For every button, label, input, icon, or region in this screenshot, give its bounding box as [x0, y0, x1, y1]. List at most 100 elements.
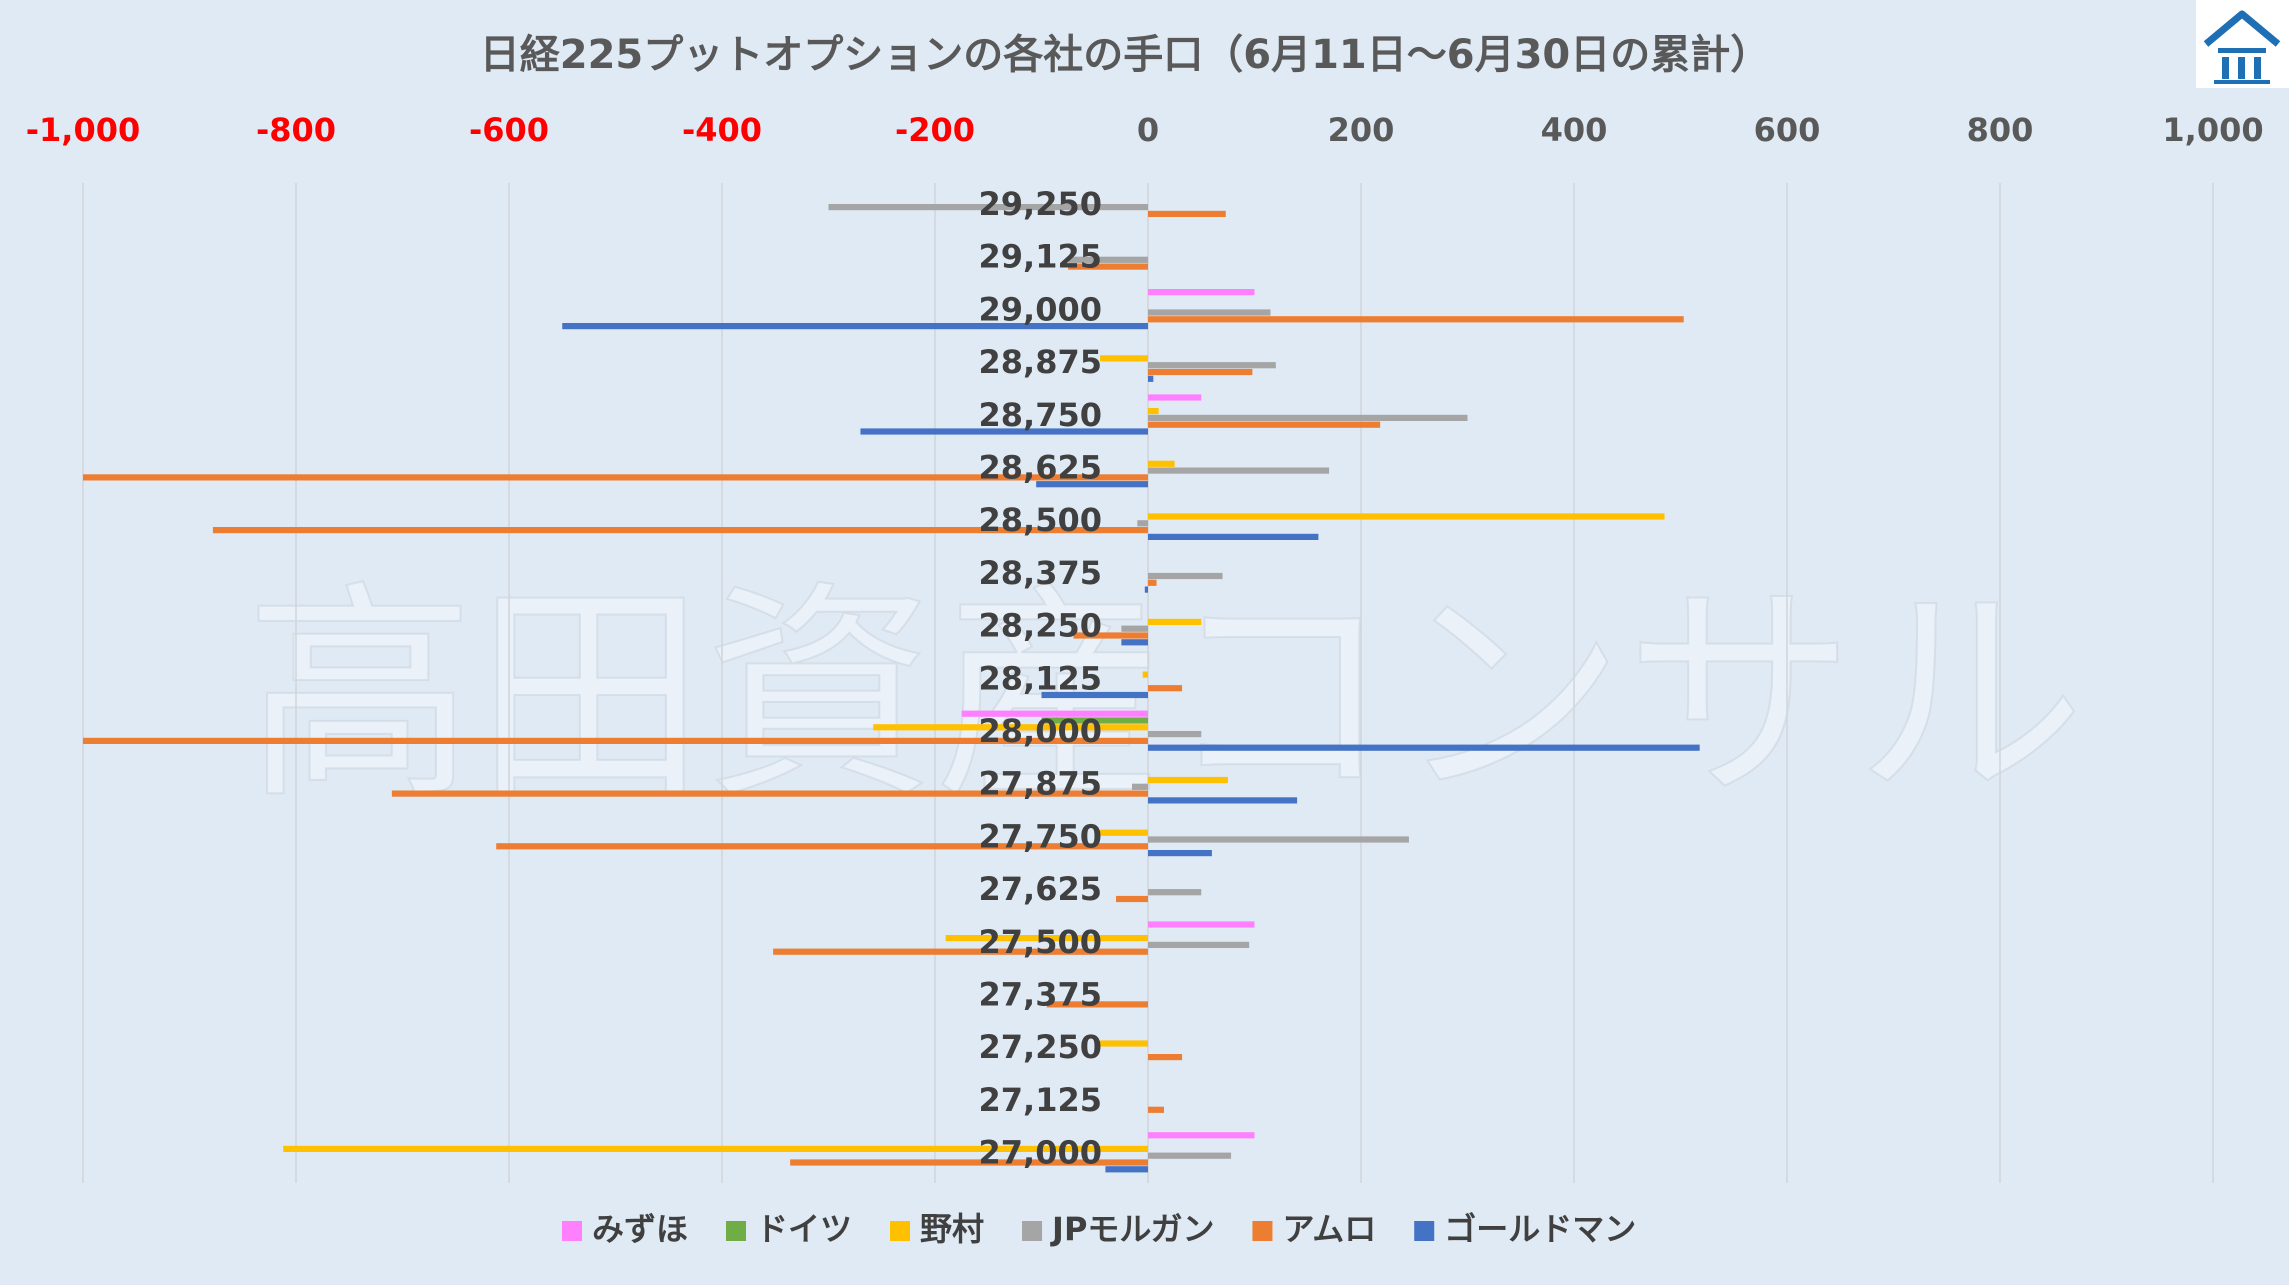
bar-アムロ-28,875 — [1148, 368, 1253, 376]
category-label: 27,125 — [979, 1081, 1102, 1119]
bar-野村-27,000 — [283, 1145, 1149, 1152]
bar-JPモルガン-28,000 — [1148, 731, 1202, 738]
bar-みずほ-27,000 — [1148, 1132, 1255, 1139]
house-logo-icon — [2200, 4, 2285, 84]
category-label: 27,500 — [979, 923, 1102, 961]
bar-野村-27,500 — [945, 935, 1148, 942]
bar-アムロ-28,625 — [83, 474, 1148, 481]
legend-swatch — [1414, 1221, 1435, 1241]
category-label: 28,250 — [979, 607, 1102, 645]
bar-ゴールドマン-28,125 — [1041, 691, 1148, 699]
bar-みずほ-28,750 — [1148, 394, 1202, 401]
bar-JPモルガン-29,125 — [1068, 256, 1148, 263]
watermark: 高田資産コンサル — [245, 563, 2085, 830]
bar-野村-27,250 — [1100, 1040, 1148, 1047]
bar-ゴールドマン-28,375 — [1144, 586, 1148, 593]
bar-ドイツ-28,000 — [1041, 717, 1148, 724]
category-label: 27,250 — [979, 1028, 1102, 1066]
bar-JPモルガン-28,375 — [1148, 572, 1223, 580]
x-tick-label: 600 — [1754, 111, 1821, 149]
bar-野村-28,625 — [1148, 460, 1175, 467]
bar-ゴールドマン-28,750 — [860, 428, 1148, 435]
x-tick-label: 0 — [1137, 111, 1159, 149]
category-label: 28,500 — [979, 501, 1102, 539]
bar-ゴールドマン-27,750 — [1148, 850, 1212, 857]
bar-みずほ-27,500 — [1148, 921, 1255, 928]
bar-野村-28,250 — [1148, 618, 1202, 625]
bar-ゴールドマン-27,000 — [1105, 1166, 1148, 1173]
x-tick-label: 800 — [1967, 111, 2034, 149]
bar-ゴールドマン-28,500 — [1148, 533, 1319, 540]
legend-swatch — [726, 1221, 747, 1241]
category-label: 28,750 — [979, 396, 1102, 434]
bar-野村-28,500 — [1148, 513, 1665, 520]
bar-アムロ-27,125 — [1148, 1106, 1164, 1113]
legend-item: JPモルガン — [1022, 1210, 1214, 1248]
bar-JPモルガン-28,875 — [1148, 362, 1276, 369]
bar-アムロ-27,875 — [391, 790, 1149, 797]
category-label: 27,375 — [979, 976, 1102, 1014]
legend-swatch — [1022, 1221, 1043, 1241]
bar-アムロ-28,375 — [1148, 579, 1157, 586]
bar-JPモルガン-28,750 — [1148, 414, 1468, 421]
bar-野村-28,875 — [1100, 355, 1148, 362]
category-label: 28,625 — [979, 449, 1102, 487]
category-label: 28,000 — [979, 712, 1102, 750]
bar-野村-28,125 — [1142, 671, 1148, 678]
bar-JPモルガン-28,625 — [1148, 467, 1330, 474]
category-label: 29,125 — [979, 238, 1102, 276]
bar-アムロ-28,000 — [83, 737, 1148, 744]
legend-item: アムロ — [1252, 1210, 1376, 1248]
x-tick-label: -400 — [682, 111, 762, 149]
bar-野村-27,750 — [1100, 829, 1148, 836]
bar-みずほ-29,000 — [1148, 289, 1255, 296]
category-label: 28,125 — [979, 659, 1102, 697]
x-tick-label: 1,000 — [2162, 111, 2263, 149]
legend-item: 野村 — [890, 1210, 984, 1248]
bar-JPモルガン-27,875 — [1132, 783, 1148, 790]
bar-ゴールドマン-28,625 — [1036, 481, 1148, 488]
bar-JPモルガン-29,250 — [828, 204, 1148, 211]
gridlines — [82, 183, 2214, 1183]
legend-item: みずほ — [562, 1210, 688, 1248]
bars — [83, 204, 1700, 1173]
bar-ゴールドマン-27,875 — [1148, 797, 1298, 804]
legend-label: JPモルガン — [1050, 1210, 1214, 1248]
legend-label: みずほ — [592, 1210, 688, 1248]
bar-アムロ-28,250 — [1073, 632, 1148, 639]
legend-label: ゴールドマン — [1444, 1210, 1636, 1248]
bar-アムロ-28,500 — [212, 527, 1148, 534]
bar-野村-28,750 — [1148, 408, 1159, 415]
x-tick-label: -800 — [256, 111, 336, 149]
bar-ゴールドマン-29,000 — [562, 323, 1148, 330]
category-label: 27,000 — [979, 1134, 1102, 1172]
bar-アムロ-27,000 — [790, 1159, 1148, 1166]
bar-アムロ-29,000 — [1148, 316, 1684, 323]
category-label: 27,625 — [979, 870, 1102, 908]
bar-JPモルガン-27,500 — [1148, 941, 1250, 948]
bar-みずほ-28,000 — [961, 710, 1148, 717]
legend-item: ゴールドマン — [1414, 1210, 1636, 1248]
bar-JPモルガン-27,750 — [1148, 836, 1409, 843]
bar-アムロ-27,625 — [1116, 895, 1148, 903]
bar-アムロ-29,125 — [1068, 263, 1148, 270]
legend-label: ドイツ — [756, 1210, 852, 1248]
x-tick-label: 400 — [1541, 111, 1608, 149]
x-tick-label: -600 — [469, 111, 549, 149]
bar-ゴールドマン-28,000 — [1148, 744, 1700, 751]
bar-アムロ-28,125 — [1148, 685, 1183, 692]
x-axis-ticks: -1,000 -800 -600 -400 -200 0 200 400 600 800 1,000 — [26, 111, 2264, 149]
category-label: 27,750 — [979, 817, 1102, 855]
bar-JPモルガン-27,000 — [1148, 1152, 1232, 1159]
bar-ゴールドマン-28,875 — [1148, 375, 1154, 382]
legend-swatch — [562, 1221, 582, 1241]
category-label: 29,000 — [979, 290, 1102, 328]
legend-swatch — [890, 1221, 911, 1241]
x-tick-label: 200 — [1328, 111, 1395, 149]
bar-アムロ-29,250 — [1148, 210, 1226, 217]
bar-JPモルガン-29,000 — [1148, 309, 1271, 316]
bar-アムロ-27,750 — [496, 843, 1149, 850]
bar-アムロ-27,375 — [1046, 1001, 1148, 1008]
bar-JPモルガン-28,500 — [1137, 520, 1148, 527]
